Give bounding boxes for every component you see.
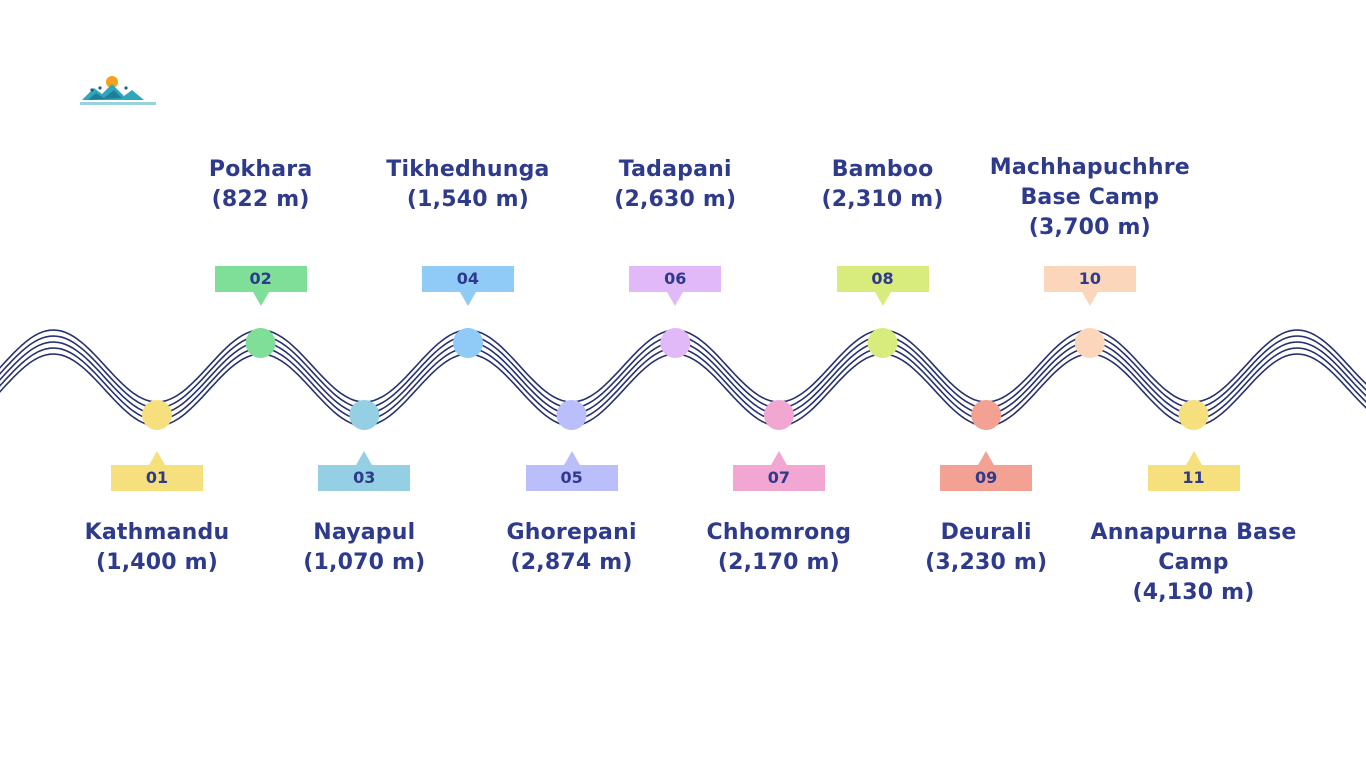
company-logo bbox=[80, 76, 156, 105]
stop-number-tag: 02 bbox=[214, 266, 307, 306]
stop-marker-01 bbox=[142, 400, 172, 430]
stop-label: Tadapani (2,630 m) bbox=[565, 155, 785, 215]
stop-number-tag: 08 bbox=[836, 266, 929, 306]
stop-label: Kathmandu (1,400 m) bbox=[47, 518, 267, 578]
stop-name-line: Machhapuchhre bbox=[989, 155, 1190, 180]
stop-name: Pokhara bbox=[208, 157, 313, 182]
stop-number-tag: 01 bbox=[111, 451, 203, 491]
stop-elevation: (3,700 m) bbox=[1028, 215, 1151, 240]
stop-name: Ghorepani bbox=[506, 520, 637, 545]
stop-marker-07 bbox=[763, 400, 794, 430]
stop-label: Deurali (3,230 m) bbox=[876, 518, 1096, 578]
stop-name: Nayapul bbox=[313, 520, 416, 545]
stop-marker-10 bbox=[1074, 328, 1105, 358]
stop-label: Annapurna Base Camp (4,130 m) bbox=[1084, 518, 1304, 608]
stop-label: Ghorepani (2,874 m) bbox=[462, 518, 682, 578]
stop-elevation: (1,540 m) bbox=[406, 187, 529, 212]
stop-marker-06 bbox=[660, 328, 691, 358]
stop-name: Tadapani bbox=[618, 157, 732, 182]
stop-name-line: Camp bbox=[1158, 550, 1229, 575]
stop-number-tag: 06 bbox=[629, 266, 722, 306]
stop-name: Kathmandu bbox=[84, 520, 230, 545]
stop-number-tag: 03 bbox=[318, 451, 411, 491]
stop-elevation: (4,130 m) bbox=[1132, 580, 1255, 605]
stop-marker-08 bbox=[867, 328, 898, 358]
stop-elevation: (2,170 m) bbox=[717, 550, 840, 575]
stop-name: Deurali bbox=[940, 520, 1032, 545]
stop-number-tag: 11 bbox=[1147, 451, 1240, 491]
stop-name: Chhomrong bbox=[706, 520, 852, 545]
stop-elevation: (2,630 m) bbox=[614, 187, 737, 212]
stop-elevation: (3,230 m) bbox=[925, 550, 1048, 575]
stop-marker-04 bbox=[453, 328, 483, 358]
stop-marker-05 bbox=[556, 400, 587, 430]
stop-name-line: Base Camp bbox=[1020, 185, 1160, 210]
stop-marker-02 bbox=[245, 328, 276, 358]
stop-number-tag: 05 bbox=[525, 451, 618, 491]
stop-name: Tikhedhunga bbox=[386, 157, 550, 182]
stop-marker-11 bbox=[1178, 400, 1209, 430]
stop-number-tag: 07 bbox=[732, 451, 825, 491]
stop-marker-09 bbox=[971, 400, 1002, 430]
stop-elevation: (2,310 m) bbox=[821, 187, 944, 212]
stop-label: Tikhedhunga (1,540 m) bbox=[358, 155, 578, 215]
stop-number-tag: 10 bbox=[1043, 266, 1136, 306]
stop-label: Bamboo (2,310 m) bbox=[773, 155, 993, 215]
wave-line bbox=[0, 353, 1366, 427]
stop-elevation: (1,070 m) bbox=[303, 550, 426, 575]
stop-marker-03 bbox=[349, 400, 380, 430]
stop-name-line: Annapurna Base bbox=[1090, 520, 1297, 545]
stop-number-tag: 09 bbox=[940, 451, 1033, 491]
stop-label: Machhapuchhre Base Camp (3,700 m) bbox=[980, 153, 1200, 243]
stop-name: Bamboo bbox=[831, 157, 934, 182]
stop-label: Pokhara (822 m) bbox=[151, 155, 371, 215]
stop-label: Nayapul (1,070 m) bbox=[254, 518, 474, 578]
stop-elevation: (2,874 m) bbox=[510, 550, 633, 575]
stop-label: Chhomrong (2,170 m) bbox=[669, 518, 889, 578]
stop-elevation: (1,400 m) bbox=[95, 550, 219, 575]
stop-elevation: (822 m) bbox=[211, 187, 310, 212]
stop-number-tag: 04 bbox=[421, 266, 514, 306]
